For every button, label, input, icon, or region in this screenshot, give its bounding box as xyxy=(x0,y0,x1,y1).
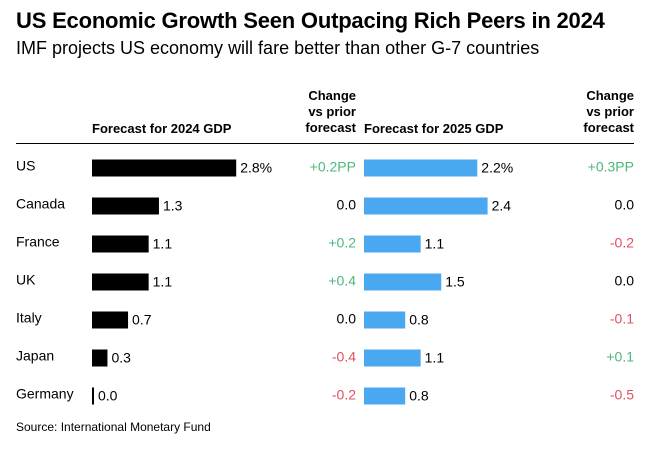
change-label-2024: +0.4 xyxy=(328,273,356,289)
category-label: Japan xyxy=(16,348,54,364)
change-label-2025: -0.1 xyxy=(610,311,634,327)
bar-2025 xyxy=(364,387,406,405)
change-label-2025: 0.0 xyxy=(615,273,635,289)
change-label-2025: +0.3PP xyxy=(588,159,634,175)
change-label-2024: -0.2 xyxy=(332,387,356,403)
value-label-2025: 2.2% xyxy=(481,160,513,176)
value-label-2024: 2.8% xyxy=(240,160,272,176)
value-label-2024: 1.3 xyxy=(163,198,183,214)
bar-2024 xyxy=(92,311,129,329)
header-change-2025-line3: forecast xyxy=(583,120,634,135)
category-label: France xyxy=(16,234,60,250)
change-label-2024: 0.0 xyxy=(337,311,357,327)
value-label-2025: 0.8 xyxy=(409,312,429,328)
value-label-2024: 1.1 xyxy=(153,236,173,252)
value-label-2024: 1.1 xyxy=(153,274,173,290)
header-change-2025: Change vs prior forecast xyxy=(583,88,634,136)
bar-2025 xyxy=(364,349,421,367)
bar-2024 xyxy=(92,273,149,291)
bar-2025 xyxy=(364,273,442,291)
bar-2025 xyxy=(364,311,406,329)
header-forecast-2024: Forecast for 2024 GDP xyxy=(92,121,232,136)
header-change-2024-line3: forecast xyxy=(305,120,356,135)
value-label-2024: 0.3 xyxy=(111,350,131,366)
header-change-2024: Change vs prior forecast xyxy=(305,88,356,136)
value-label-2025: 1.1 xyxy=(425,350,445,366)
change-label-2024: -0.4 xyxy=(332,349,356,365)
category-label: US xyxy=(16,158,35,174)
value-label-2025: 1.5 xyxy=(445,274,465,290)
value-label-2024: 0.7 xyxy=(132,312,152,328)
header-rule xyxy=(16,143,634,144)
header-change-2025-line2: vs prior xyxy=(586,104,634,119)
source-note: Source: International Monetary Fund xyxy=(16,420,211,434)
change-label-2024: 0.0 xyxy=(337,197,357,213)
header-change-2025-line1: Change xyxy=(586,88,634,103)
bar-2024 xyxy=(92,387,94,405)
bar-2025 xyxy=(364,159,478,177)
value-label-2025: 0.8 xyxy=(409,388,429,404)
change-label-2025: -0.5 xyxy=(610,387,634,403)
header-forecast-2025: Forecast for 2025 GDP xyxy=(364,121,504,136)
value-label-2024: 0.0 xyxy=(98,388,118,404)
change-label-2025: +0.1 xyxy=(606,349,634,365)
value-label-2025: 1.1 xyxy=(425,236,445,252)
bar-2024 xyxy=(92,235,149,253)
category-label: Italy xyxy=(16,310,42,326)
header-change-2024-line2: vs prior xyxy=(308,104,356,119)
category-label: UK xyxy=(16,272,36,288)
change-label-2025: -0.2 xyxy=(610,235,634,251)
category-label: Germany xyxy=(16,386,74,402)
bar-2024 xyxy=(92,349,108,367)
chart-title: US Economic Growth Seen Outpacing Rich P… xyxy=(16,8,605,33)
category-label: Canada xyxy=(16,196,65,212)
bar-2025 xyxy=(364,197,488,215)
change-label-2025: 0.0 xyxy=(615,197,635,213)
change-label-2024: +0.2 xyxy=(328,235,356,251)
bar-2025 xyxy=(364,235,421,253)
chart-subtitle: IMF projects US economy will fare better… xyxy=(16,38,540,58)
value-label-2025: 2.4 xyxy=(492,198,512,214)
change-label-2024: +0.2PP xyxy=(310,159,356,175)
header-change-2024-line1: Change xyxy=(308,88,356,103)
bar-2024 xyxy=(92,159,237,177)
bar-2024 xyxy=(92,197,159,215)
